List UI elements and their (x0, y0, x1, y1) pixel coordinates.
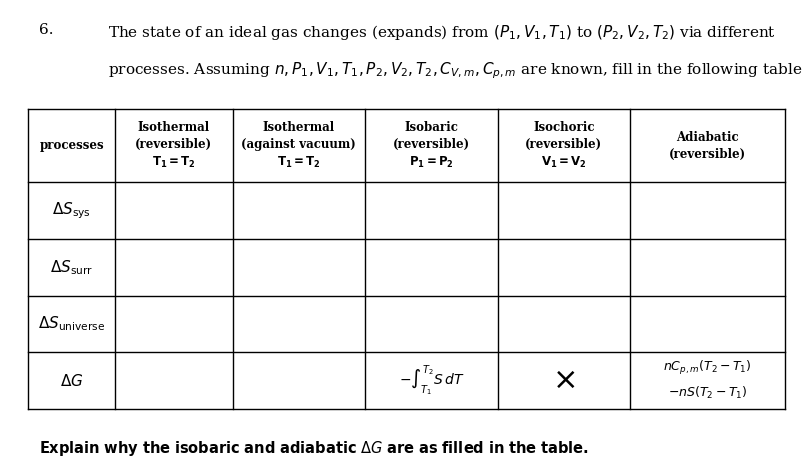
Text: $\Delta G$: $\Delta G$ (60, 373, 83, 389)
Text: The state of an ideal gas changes (expands) from $(P_1,V_1,T_1)$ to $(P_2,V_2,T_: The state of an ideal gas changes (expan… (108, 23, 776, 42)
Text: processes: processes (39, 139, 103, 152)
Text: Isochoric
(reversible)
$\mathbf{V_1=V_2}$: Isochoric (reversible) $\mathbf{V_1=V_2}… (525, 121, 602, 170)
Text: $\Delta S_{\rm surr}$: $\Delta S_{\rm surr}$ (50, 258, 93, 277)
Text: $\Delta S_{\rm sys}$: $\Delta S_{\rm sys}$ (52, 201, 91, 221)
Text: Isobaric
(reversible)
$\mathbf{P_1=P_2}$: Isobaric (reversible) $\mathbf{P_1=P_2}$ (392, 121, 469, 170)
Text: $\times$: $\times$ (552, 365, 575, 396)
Text: processes. Assuming $n,P_1,V_1,T_1,P_2,V_2,T_2,C_{V,m},C_{p,m}$ are known, fill : processes. Assuming $n,P_1,V_1,T_1,P_2,V… (108, 61, 802, 81)
Text: $nC_{p,m}(T_2-T_1)$: $nC_{p,m}(T_2-T_1)$ (662, 359, 751, 377)
Text: 6.: 6. (38, 23, 53, 37)
Text: Isothermal
(reversible)
$\mathbf{T_1=T_2}$: Isothermal (reversible) $\mathbf{T_1=T_2… (136, 121, 213, 170)
Text: Isothermal
(against vacuum)
$\mathbf{T_1=T_2}$: Isothermal (against vacuum) $\mathbf{T_1… (241, 121, 356, 170)
Text: $\mathbf{Explain\ why\ the\ isobaric\ and\ adiabatic}\ \Delta G\ \mathbf{are\ as: $\mathbf{Explain\ why\ the\ isobaric\ an… (38, 439, 588, 458)
Text: $\Delta S_{\rm universe}$: $\Delta S_{\rm universe}$ (38, 315, 105, 333)
Text: $-nS(T_2-T_1)$: $-nS(T_2-T_1)$ (667, 385, 747, 401)
Text: $-\int_{T_1}^{T_2} S\,dT$: $-\int_{T_1}^{T_2} S\,dT$ (398, 363, 464, 398)
Text: Adiabatic
(reversible): Adiabatic (reversible) (668, 131, 745, 160)
